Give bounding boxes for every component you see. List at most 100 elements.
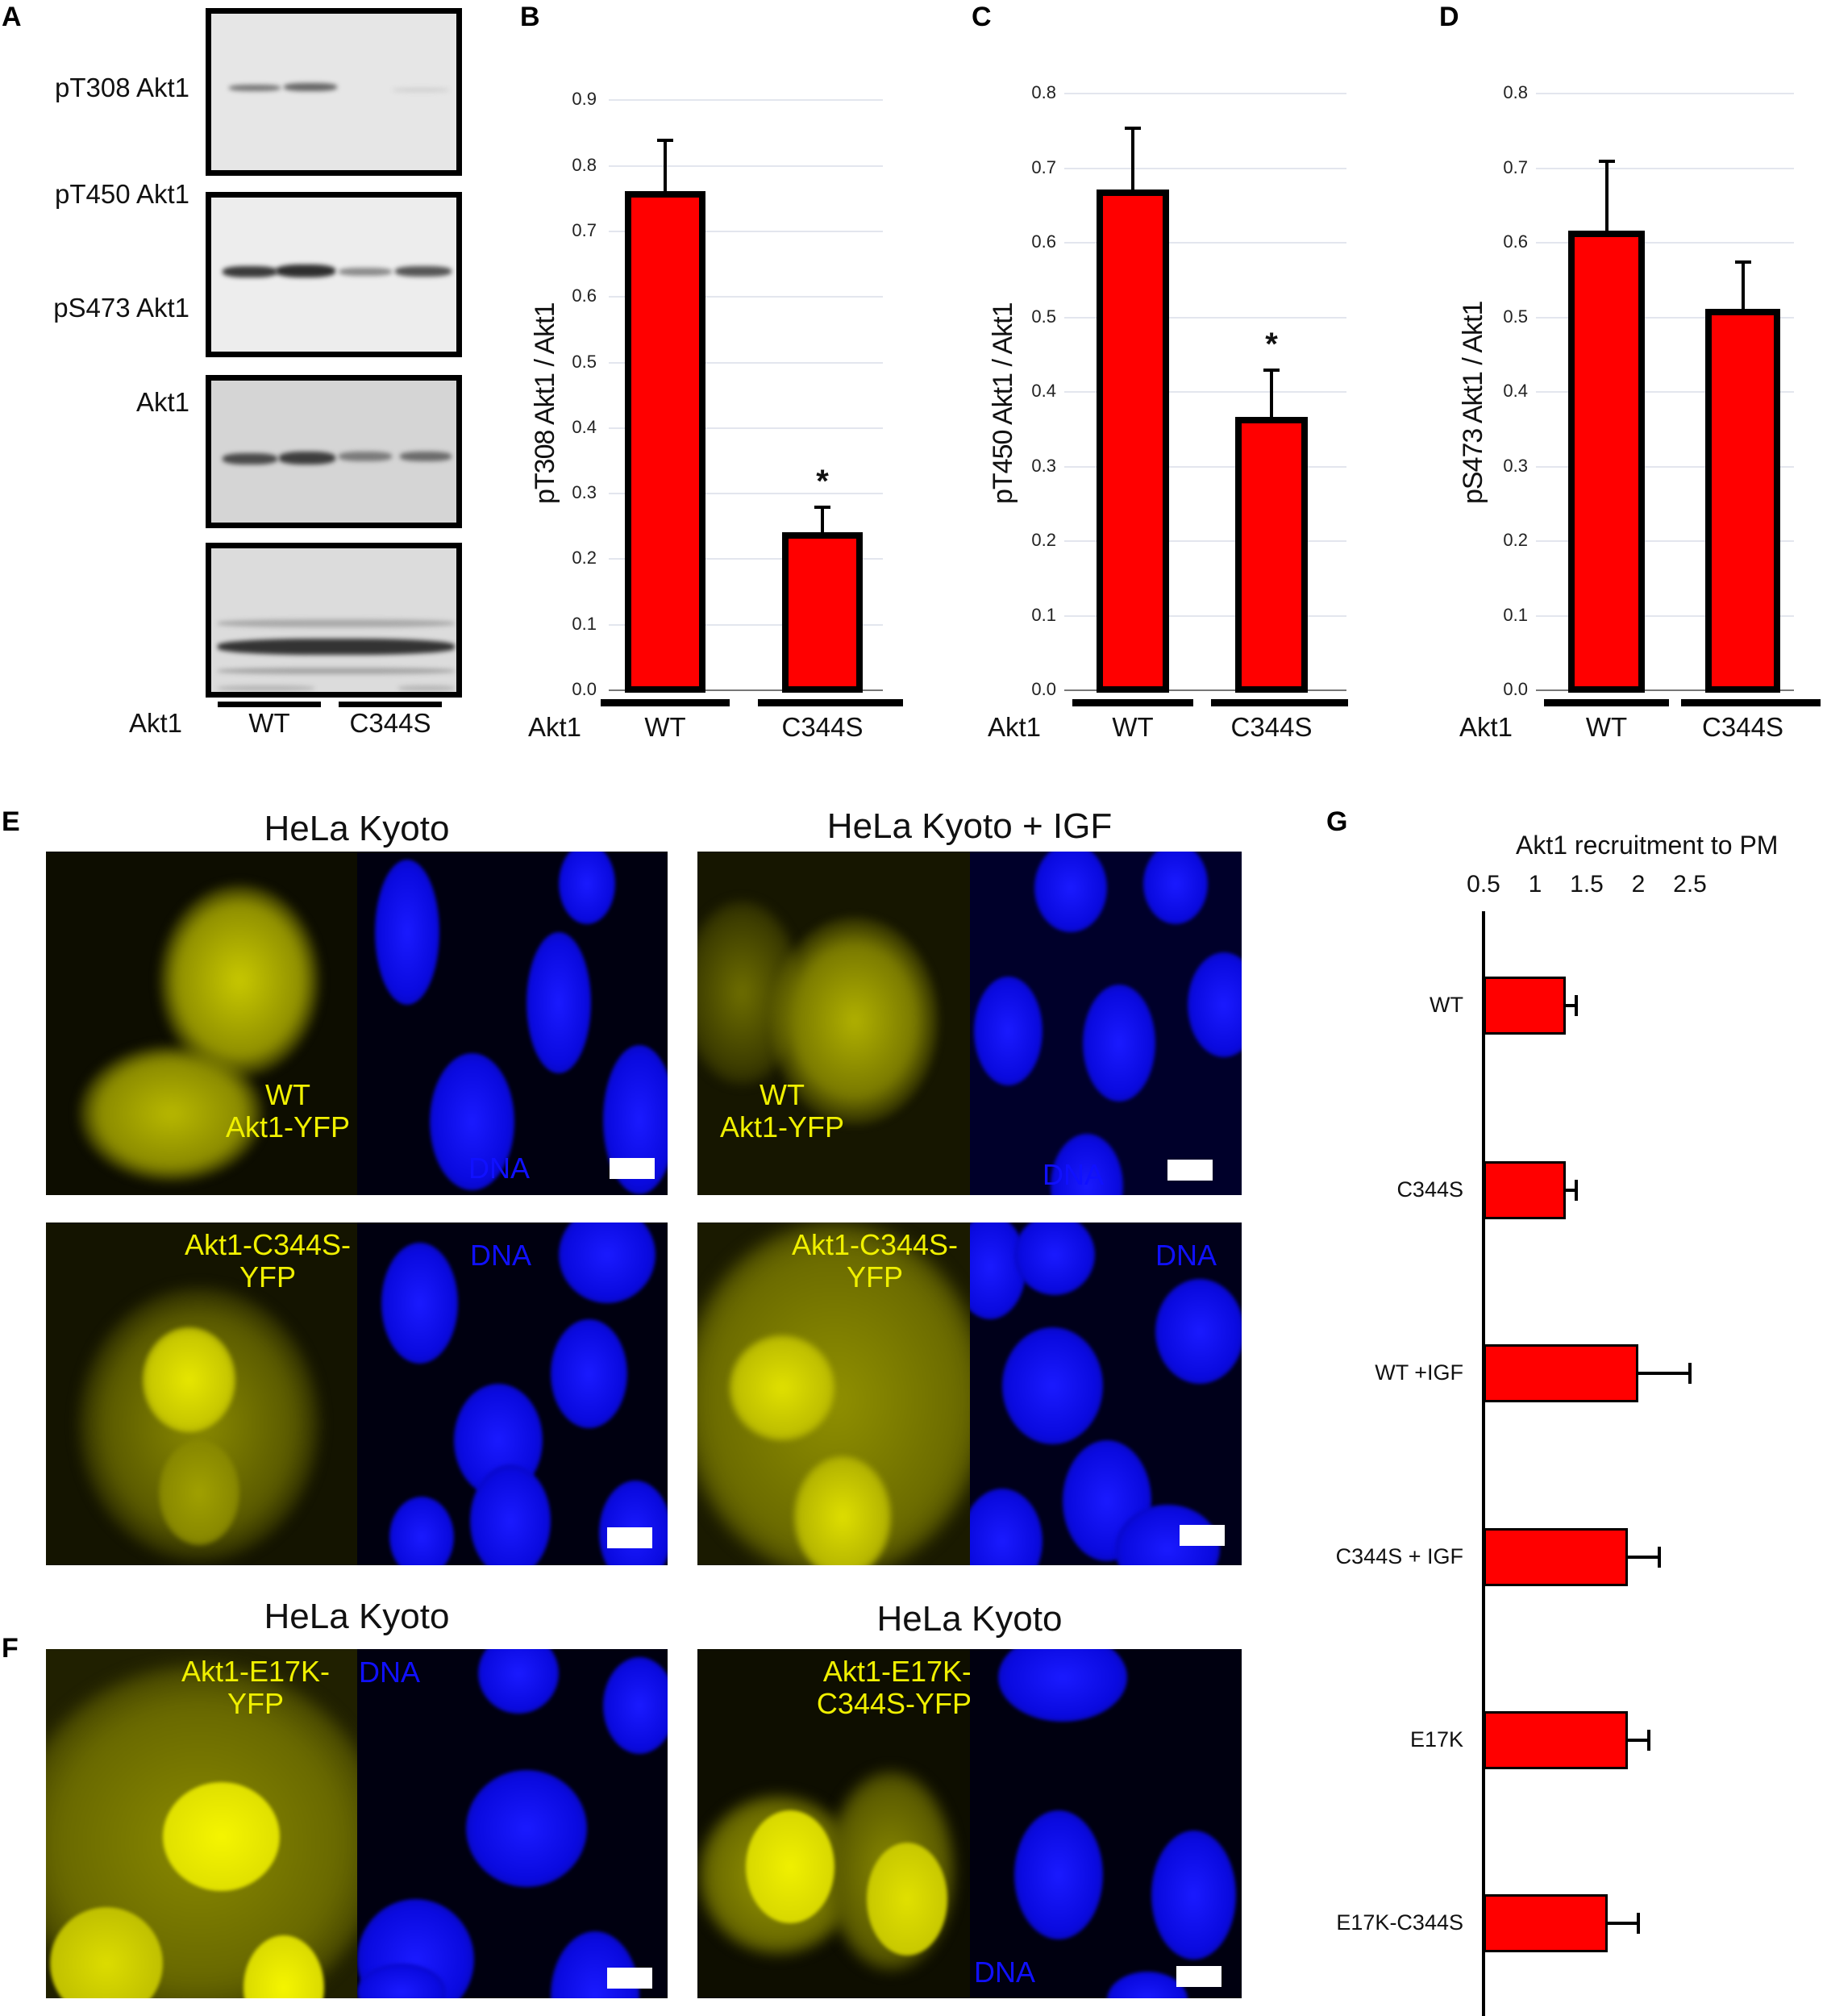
y-tick-label: 0.6 (1031, 231, 1056, 252)
scale-bar (1176, 1966, 1221, 1987)
yfp-channel: Akt1-E17K- YFP (46, 1649, 357, 1998)
group-bar-wt (218, 702, 321, 707)
y-axis-label: pS473 Akt1 / Akt1 (1458, 301, 1488, 504)
dna-channel: DNA (357, 1649, 668, 1998)
micrograph-wt-hela-igf: WT Akt1-YFP DNA (697, 852, 1242, 1195)
yfp-label: Akt1-E17K- YFP (181, 1655, 331, 1720)
y-axis-label: pT308 Akt1 / Akt1 (530, 302, 560, 504)
x-axis-line (1536, 689, 1794, 691)
panel-letter-f: F (2, 1633, 19, 1664)
error-bar (1628, 1739, 1649, 1742)
error-bar (1566, 1189, 1577, 1192)
dna-channel: DNA (970, 1223, 1242, 1565)
error-bar-cap (1657, 1547, 1661, 1568)
y-tick-label: 0.0 (1031, 679, 1056, 699)
panel-letter-a: A (2, 2, 22, 32)
x-tick-label: 2.5 (1673, 871, 1707, 898)
y-tick-label: 0.7 (1031, 156, 1056, 177)
error-bar-cap (657, 139, 673, 143)
dna-label: DNA (974, 1956, 1036, 1989)
category-bar (758, 699, 903, 706)
error-bar (1638, 1372, 1690, 1375)
significance-asterisk: * (816, 464, 829, 500)
gridline (609, 623, 883, 626)
yfp-label: WT Akt1-YFP (225, 1078, 351, 1143)
error-bar-cap (814, 506, 830, 510)
micrograph-title-hela: HeLa Kyoto (264, 809, 450, 848)
gridline (1536, 540, 1794, 542)
hbar-c344s-igf (1484, 1528, 1629, 1586)
bar-c344s (782, 531, 863, 693)
y-tick-label: 0.2 (1503, 530, 1528, 550)
error-bar-cap (1575, 995, 1579, 1016)
error-bar-cap (1125, 126, 1141, 130)
yfp-channel: Akt1-C344S- YFP (46, 1223, 357, 1565)
y-tick-label: 0.0 (572, 679, 597, 699)
panel-letter-e: E (2, 806, 20, 837)
bar-wt (625, 191, 705, 693)
micrograph-title-f-left: HeLa Kyoto (264, 1597, 450, 1636)
y-tick-label: 0.2 (572, 548, 597, 569)
gridline (1064, 242, 1346, 244)
panel-letter-g: G (1326, 806, 1348, 837)
category-label: WT +IGF (1375, 1360, 1463, 1385)
y-tick-label: 0.1 (1503, 604, 1528, 625)
blot-label-pt450: pT450 Akt1 (55, 179, 189, 209)
gridline (609, 558, 883, 560)
y-tick-label: 0.4 (572, 416, 597, 437)
y-tick-label: 0.3 (1503, 455, 1528, 476)
dna-channel: DNA (970, 852, 1242, 1195)
bar-c344s (1705, 309, 1780, 693)
category-bar (1211, 699, 1348, 706)
yfp-channel: WT Akt1-YFP (46, 852, 357, 1195)
gridline (1064, 93, 1346, 94)
gridline (1064, 391, 1346, 393)
gridline (1536, 391, 1794, 393)
y-tick-label: 0.2 (1031, 530, 1056, 550)
yfp-label: WT Akt1-YFP (719, 1078, 845, 1143)
gridline (1536, 242, 1794, 244)
chart-title: Akt1 recruitment to PM (1516, 831, 1779, 860)
category-bar (1681, 699, 1821, 706)
y-tick-label: 0.8 (572, 154, 597, 175)
panel-letter-d: D (1439, 2, 1459, 32)
scale-bar (607, 1968, 652, 1989)
dna-label: DNA (468, 1152, 531, 1185)
hbar-wt (1484, 977, 1567, 1035)
error-bar (1628, 1556, 1659, 1559)
error-bar-cap (1734, 260, 1751, 264)
error-bar (664, 139, 667, 192)
hbar-e17k (1484, 1711, 1629, 1769)
yfp-label: Akt1-C344S- YFP (184, 1228, 352, 1293)
y-axis-line (1482, 911, 1485, 2016)
y-tick-label: 0.6 (1503, 231, 1528, 252)
group-bar-c344s (339, 702, 442, 707)
yfp-label: Akt1-E17K- C344S-YFP (816, 1655, 970, 1720)
scale-bar (607, 1527, 652, 1548)
category-label-wt: WT (1112, 712, 1154, 742)
blot-pt450 (206, 192, 462, 357)
error-bar-cap (1688, 1363, 1692, 1384)
group-label-c344s: C344S (349, 708, 431, 738)
micrograph-e17k-c344s: Akt1-E17K- C344S-YFP DNA (697, 1649, 1242, 1998)
gridline (609, 361, 883, 364)
yfp-channel: WT Akt1-YFP (697, 852, 970, 1195)
y-tick-label: 0.9 (572, 89, 597, 110)
gridline (609, 427, 883, 429)
category-label-c344s: C344S (781, 712, 864, 742)
y-tick-label: 0.1 (1031, 604, 1056, 625)
panel-letter-c: C (972, 2, 992, 32)
category-label: E17K (1409, 1727, 1463, 1752)
error-bar-cap (1575, 1180, 1579, 1201)
category-bar (1544, 699, 1669, 706)
category-bar (601, 699, 730, 706)
category-label: WT (1430, 993, 1463, 1017)
yfp-channel: Akt1-C344S- YFP (697, 1223, 970, 1565)
y-tick-label: 0.4 (1503, 381, 1528, 401)
scale-bar (610, 1158, 655, 1179)
x-tick-label: 1.5 (1570, 871, 1604, 898)
blot-pt308 (206, 8, 462, 176)
gridline (609, 230, 883, 232)
error-bar (1566, 1004, 1577, 1007)
x-axis-label: Akt1 (988, 712, 1042, 742)
